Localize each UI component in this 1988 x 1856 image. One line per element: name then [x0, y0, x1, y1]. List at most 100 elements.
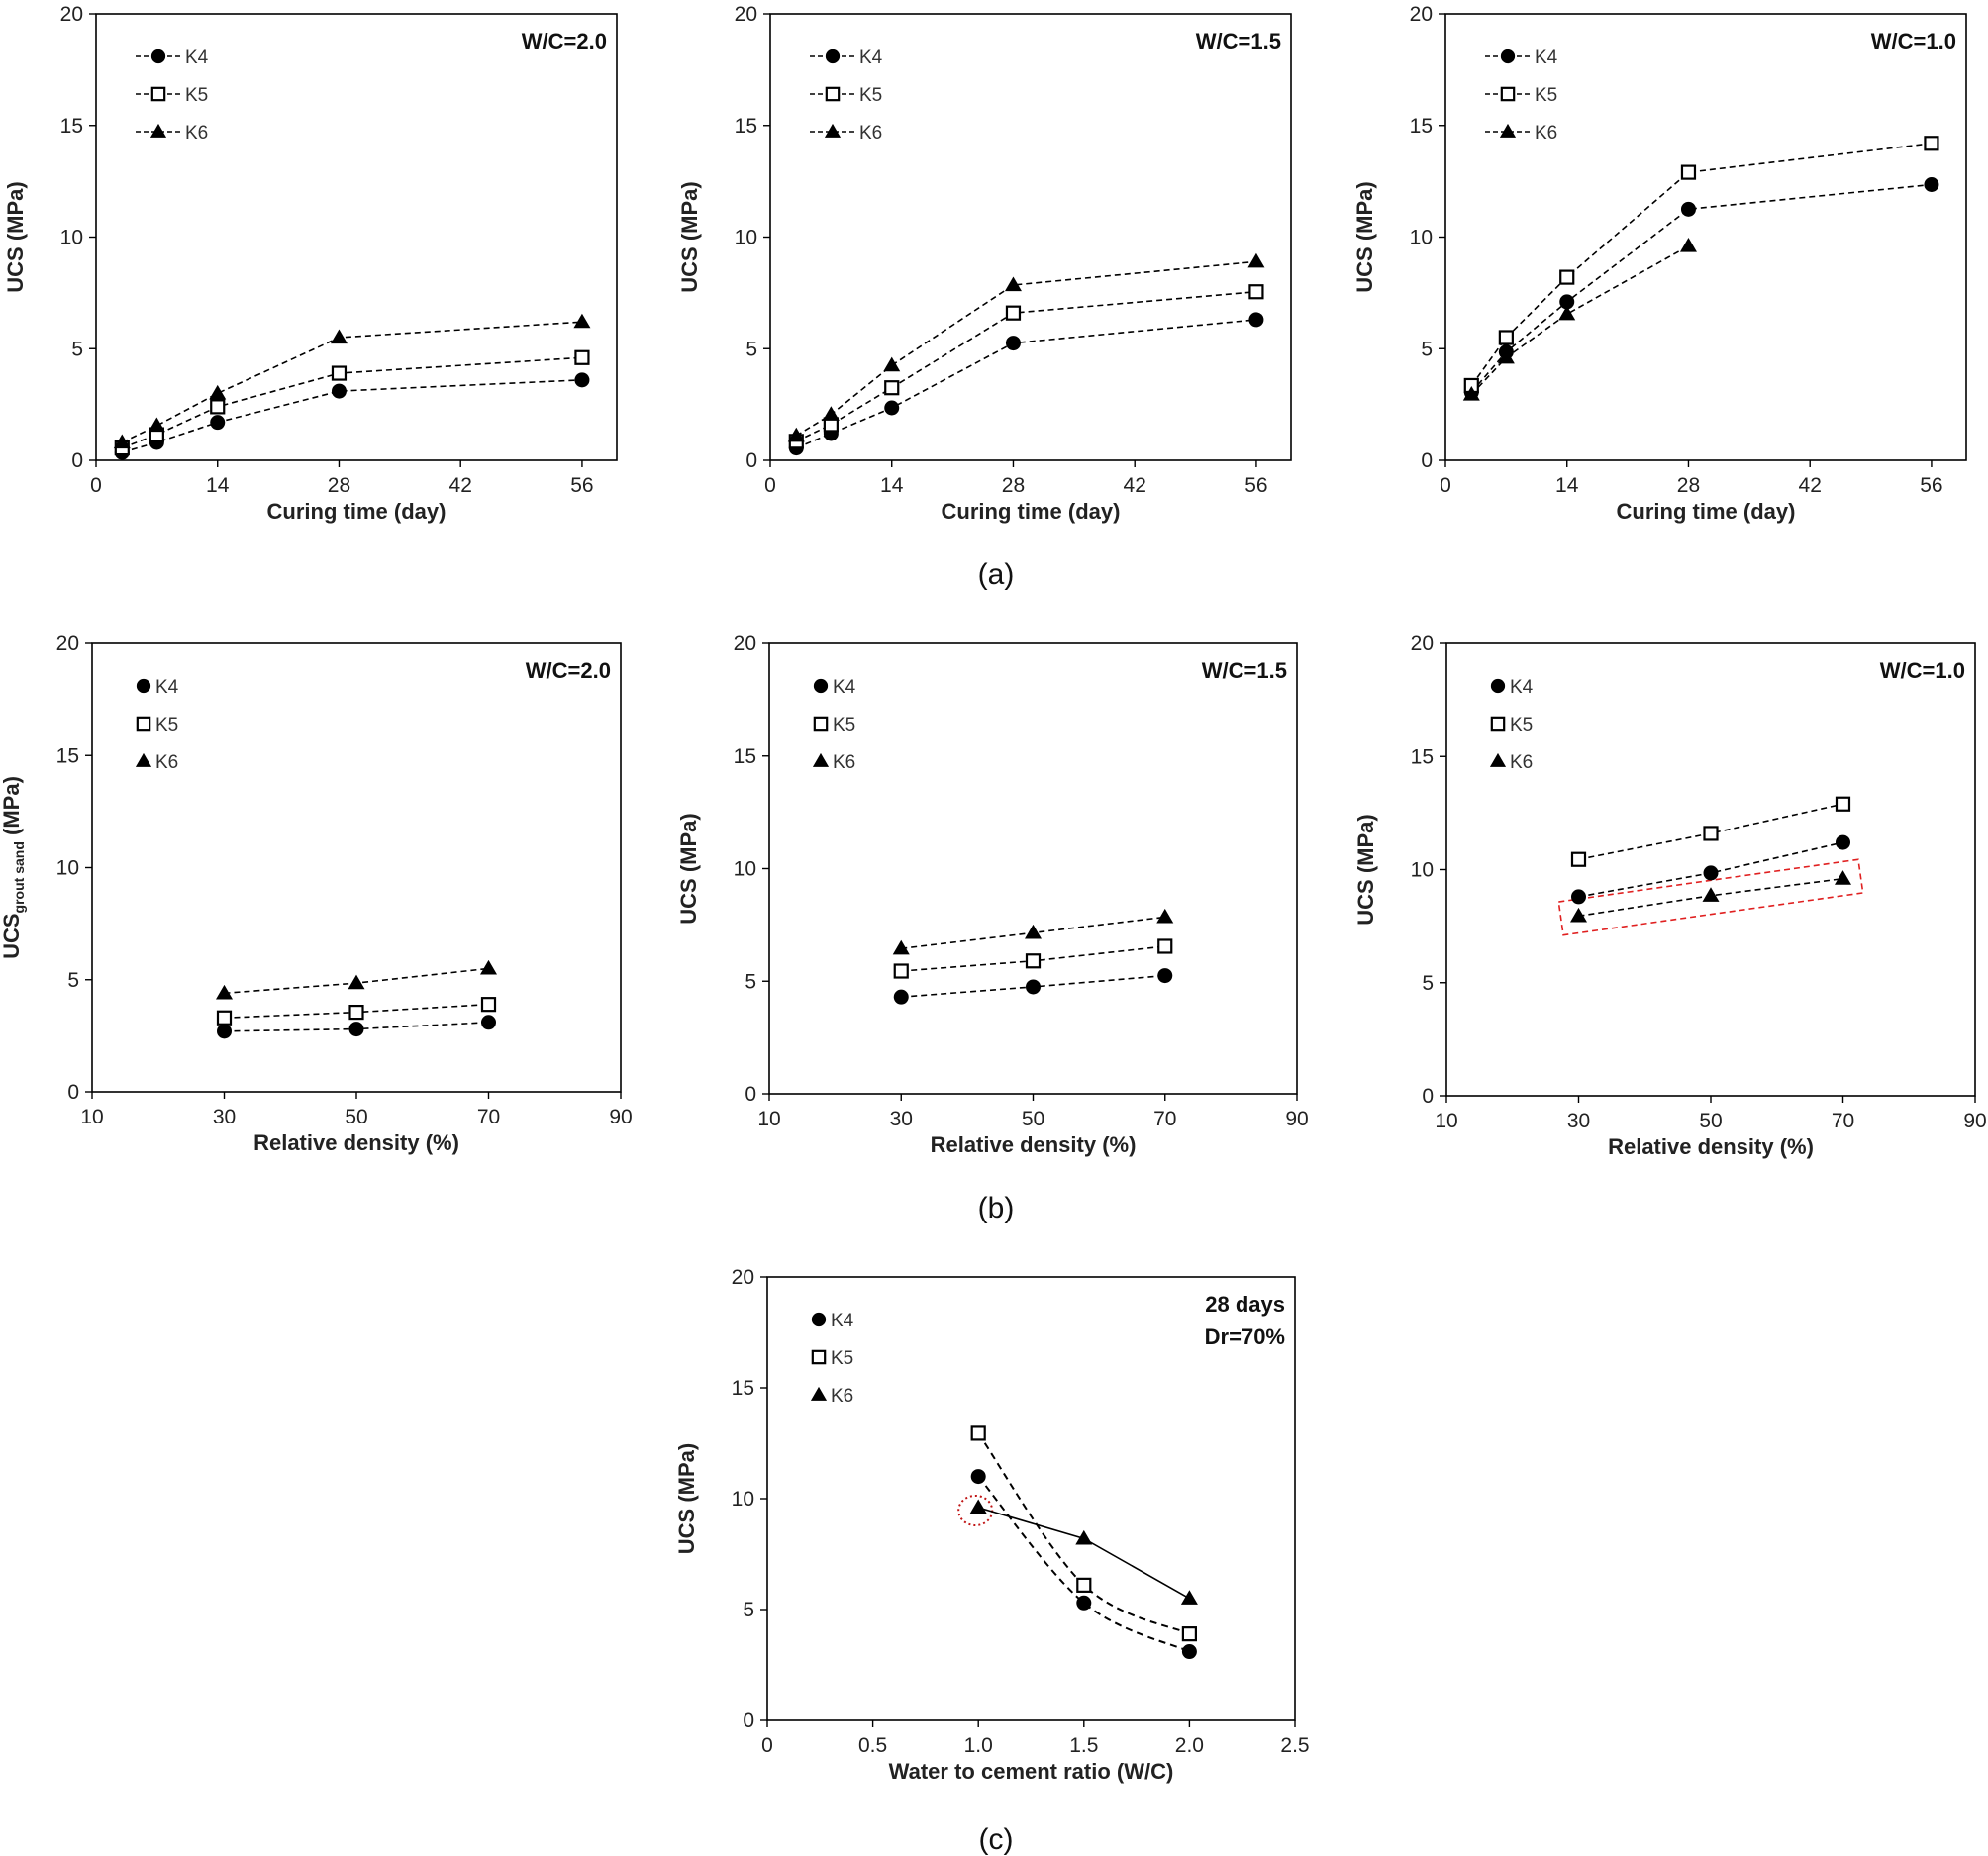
legend-entry-K6: K6 — [135, 752, 178, 773]
y-tick-label: 0 — [746, 449, 757, 472]
x-tick-label: 0 — [1440, 474, 1451, 497]
y-tick-label: 5 — [71, 338, 83, 360]
panel-annotation: W/C=2.0 — [522, 29, 607, 53]
data-point-K6 — [1462, 385, 1480, 401]
legend-entry-K5: K5 — [136, 85, 208, 106]
x-axis-label: Relative density (%) — [253, 1130, 459, 1155]
data-point-K6 — [883, 356, 901, 372]
legend-entry-K4: K4 — [136, 48, 209, 68]
legend-marker-K4 — [1490, 678, 1506, 694]
legend-entry-K5: K5 — [811, 1348, 853, 1369]
data-point-K5 — [1703, 826, 1719, 841]
data-point-K4 — [574, 372, 590, 388]
data-point-K6 — [969, 1499, 987, 1514]
legend-entry-K5: K5 — [1485, 85, 1557, 106]
x-axis-label: Curing time (day) — [267, 499, 447, 524]
legend-entry-K6: K6 — [810, 123, 882, 144]
y-tick-label: 15 — [1410, 115, 1433, 138]
data-point-K4 — [1836, 834, 1850, 850]
data-point-K4 — [1924, 177, 1939, 193]
y-axis-label: UCS (MPa) — [1353, 814, 1378, 925]
x-tick-label: 0.5 — [858, 1734, 887, 1757]
y-tick-label: 5 — [1422, 972, 1434, 995]
data-point-K5 — [1924, 136, 1939, 151]
y-tick-label: 5 — [67, 969, 79, 992]
series-line-K4 — [122, 379, 582, 453]
series-line-K4 — [977, 1475, 1190, 1653]
x-tick-label: 42 — [1124, 474, 1146, 497]
y-tick-label: 0 — [67, 1081, 79, 1104]
chart-panel-1: 0 5 10 15 20 0 14 28 42 56 Curing time (day) UCS (M… — [3, 3, 618, 524]
chart-panel-5: 0 5 10 15 20 10 30 50 70 90 Relative density (%) UC… — [676, 633, 1309, 1157]
legend-label: K4 — [833, 677, 856, 698]
series-line-K5 — [1578, 803, 1843, 861]
x-tick-label: 28 — [1677, 474, 1700, 497]
data-point-K6 — [822, 406, 840, 421]
y-tick-label: 10 — [735, 227, 757, 249]
chart-panel-6: 0 5 10 15 20 10 30 50 70 90 Relative density (%) UC… — [1353, 633, 1987, 1159]
legend-label: K5 — [155, 715, 178, 735]
legend-label: K4 — [1510, 677, 1534, 698]
data-point-K5 — [1570, 851, 1587, 867]
y-axis-label: UCS (MPa) — [3, 181, 28, 292]
x-tick-label: 70 — [477, 1106, 500, 1128]
data-point-K5 — [893, 963, 909, 979]
x-axis-label: Curing time (day) — [1617, 499, 1796, 524]
data-point-K6 — [1497, 348, 1515, 364]
caption-c: (c) — [979, 1823, 1014, 1856]
data-point-K5 — [1076, 1577, 1092, 1593]
y-tick-label: 15 — [56, 744, 79, 767]
y-tick-label: 5 — [1421, 338, 1433, 360]
series-line-K5 — [1470, 142, 1933, 386]
x-tick-label: 70 — [1832, 1110, 1854, 1132]
x-axis-label: Relative density (%) — [1608, 1134, 1814, 1159]
chart-panel-7: 0 5 10 15 20 0 0.5 1.0 1.5 2.0 2.5 Water to cement … — [674, 1266, 1310, 1784]
series-line-K5 — [977, 1432, 1190, 1635]
legend-marker-K5 — [825, 86, 841, 102]
data-point-K6 — [216, 984, 233, 1000]
data-point-K6 — [148, 417, 165, 433]
y-tick-label: 20 — [732, 1266, 754, 1289]
data-point-K4 — [348, 1022, 364, 1037]
y-tick-label: 0 — [71, 449, 83, 472]
x-tick-label: 56 — [1244, 474, 1267, 497]
x-tick-label: 0 — [764, 474, 776, 497]
panel-annotation: Dr=70% — [1205, 1324, 1285, 1349]
y-axis-label: UCS (MPa) — [1352, 181, 1377, 292]
data-point-K5 — [216, 1010, 233, 1026]
y-tick-label: 15 — [60, 115, 83, 138]
legend-entry-K6: K6 — [810, 1386, 853, 1407]
plot-frame — [769, 13, 1292, 461]
legend-marker-K6 — [824, 123, 842, 138]
x-tick-label: 10 — [1435, 1110, 1457, 1132]
data-point-K4 — [1571, 889, 1586, 905]
x-tick-label: 30 — [890, 1108, 913, 1130]
legend-marker-K4 — [825, 49, 841, 64]
legend-entry-K4: K4 — [811, 1311, 854, 1331]
panel-annotation: W/C=1.5 — [1196, 29, 1281, 53]
data-point-K4 — [1157, 968, 1173, 984]
data-point-K5 — [1498, 330, 1514, 345]
data-point-K4 — [1005, 336, 1021, 351]
panel-annotation: 28 days — [1205, 1292, 1285, 1317]
x-tick-label: 70 — [1153, 1108, 1176, 1130]
legend-label: K5 — [831, 1348, 853, 1369]
legend-marker-K4 — [813, 678, 829, 694]
x-tick-label: 10 — [80, 1106, 103, 1128]
y-axis-label: UCS (MPa) — [676, 813, 701, 924]
data-point-K6 — [113, 434, 131, 449]
legend-label: K4 — [1535, 48, 1558, 68]
data-point-K5 — [1559, 269, 1575, 285]
x-tick-label: 10 — [757, 1108, 780, 1130]
legend-marker-K4 — [1500, 49, 1516, 64]
x-tick-label: 0 — [761, 1734, 773, 1757]
legend-label: K6 — [859, 123, 882, 144]
data-point-K6 — [348, 974, 365, 990]
series-line-K6 — [795, 260, 1257, 437]
legend-label: K5 — [1535, 85, 1557, 106]
x-tick-label: 1.5 — [1069, 1734, 1098, 1757]
x-tick-label: 14 — [880, 474, 904, 497]
legend-label: K6 — [831, 1386, 853, 1407]
data-point-K6 — [1570, 907, 1587, 923]
